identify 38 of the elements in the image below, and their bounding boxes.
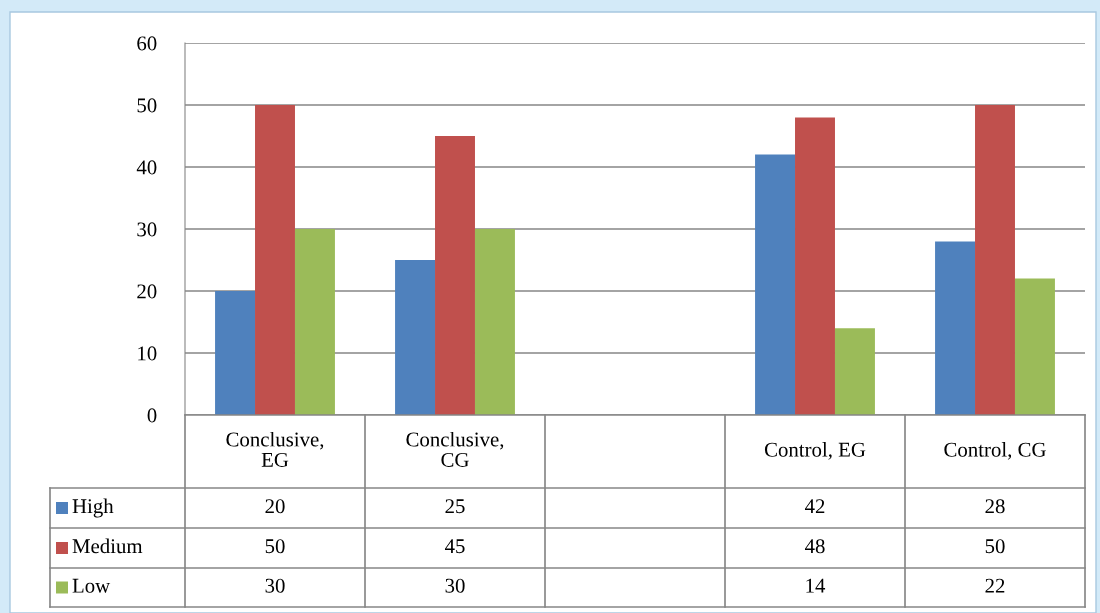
legend-label: High xyxy=(72,498,114,518)
data-label: 42 xyxy=(804,499,825,514)
y-tick-label: 60 xyxy=(137,36,157,51)
data-label: 14 xyxy=(806,578,826,593)
bar xyxy=(935,241,976,415)
data-label: 50 xyxy=(265,539,285,554)
x-tick-label: Conclusive, EG xyxy=(226,431,324,467)
legend-label: Low xyxy=(72,578,111,593)
bar xyxy=(474,229,515,415)
bar xyxy=(795,117,835,415)
legend-label: Medium xyxy=(72,538,143,554)
data-label: 25 xyxy=(445,499,465,514)
bar xyxy=(255,105,295,415)
bar xyxy=(975,105,1015,415)
x-tick-label: Control, CG xyxy=(944,442,1046,460)
data-label: 28 xyxy=(985,499,1005,514)
data-label: 45 xyxy=(444,539,465,554)
y-tick-label: 30 xyxy=(137,222,157,237)
y-tick-label: 50 xyxy=(137,98,157,113)
bar xyxy=(435,136,475,415)
bar xyxy=(215,291,256,415)
y-tick-label: 20 xyxy=(137,284,157,299)
data-label: 30 xyxy=(445,578,465,593)
bar xyxy=(834,328,875,415)
bar xyxy=(395,260,436,415)
y-tick-label: 0 xyxy=(147,408,157,423)
data-label: 50 xyxy=(985,539,1005,554)
x-tick-label: Control, EG xyxy=(764,442,866,460)
data-label: 30 xyxy=(265,578,285,593)
data-label: 48 xyxy=(804,539,825,554)
x-tick-label: Conclusive, CG xyxy=(406,431,504,467)
data-label: 20 xyxy=(265,499,285,514)
y-tick-label: 40 xyxy=(136,160,157,175)
bar xyxy=(755,154,796,415)
y-tick-label: 10 xyxy=(138,346,157,361)
bar xyxy=(294,229,335,415)
data-label: 22 xyxy=(985,578,1005,593)
bar xyxy=(1014,278,1055,415)
